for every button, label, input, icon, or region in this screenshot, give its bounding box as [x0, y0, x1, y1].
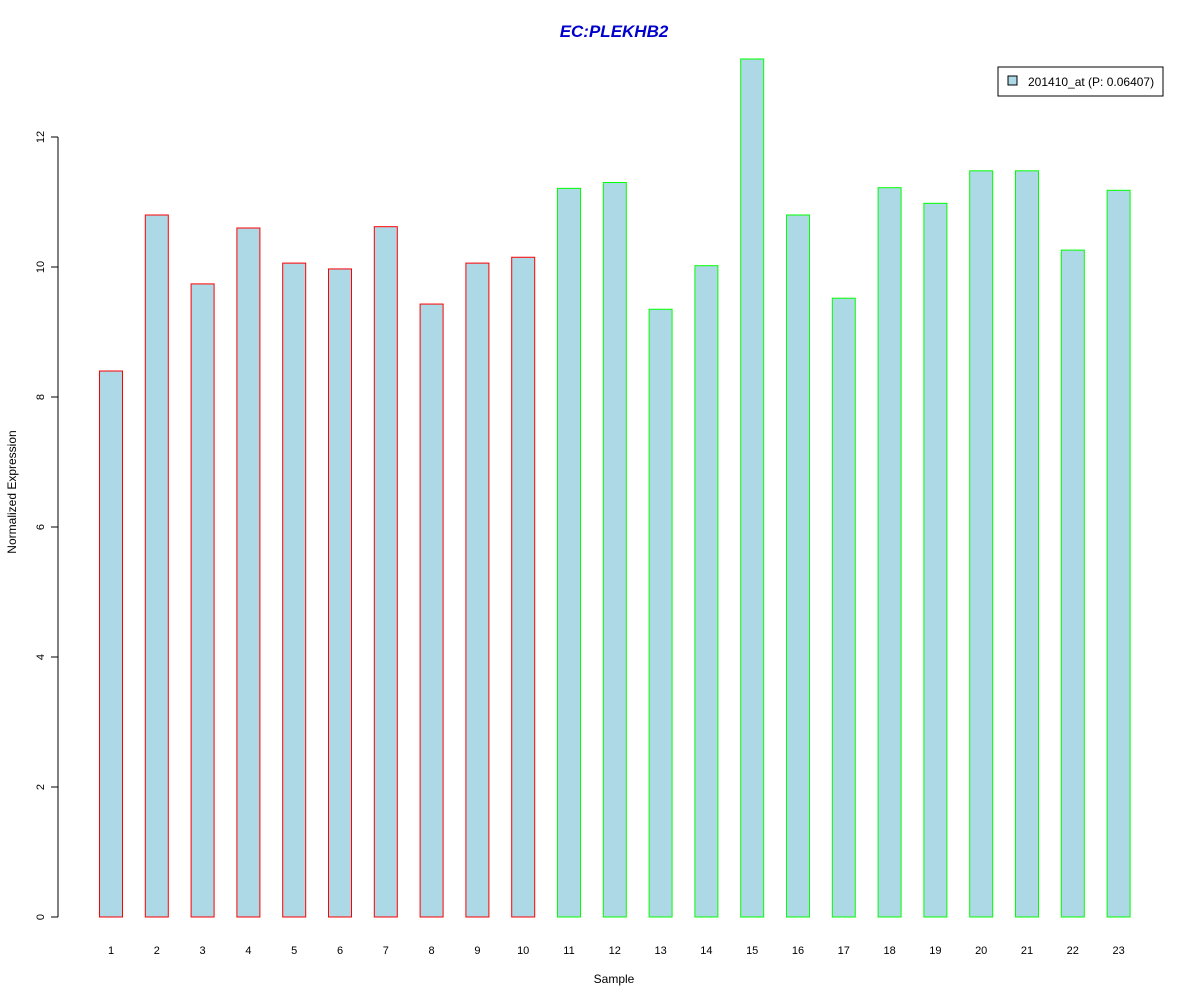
x-tick-label: 19	[929, 945, 941, 957]
x-tick-label: 20	[975, 945, 987, 957]
x-tick-label: 13	[654, 945, 666, 957]
bar-sample-23	[1106, 189, 1131, 918]
bar-sample-21	[1015, 170, 1039, 918]
y-axis-label: Normalized Expression	[5, 430, 19, 553]
bar-sample-12	[602, 182, 627, 918]
y-tick-label: 2	[35, 784, 47, 790]
bar-sample-11	[557, 187, 581, 918]
y-tick-label: 12	[35, 131, 47, 143]
bar-sample-8	[419, 303, 444, 918]
y-tick-label: 4	[35, 654, 47, 660]
y-tick-label: 0	[35, 914, 47, 920]
bars	[99, 58, 1131, 918]
bar-sample-18	[877, 187, 902, 918]
x-tick-label: 17	[838, 945, 850, 957]
x-tick-label: 9	[474, 945, 480, 957]
bar-sample-4	[236, 227, 261, 918]
x-tick-label: 6	[337, 945, 343, 957]
bar-sample-15	[740, 58, 765, 918]
x-tick-label: 23	[1112, 945, 1124, 957]
x-tick-label: 1	[108, 945, 114, 957]
bar-sample-1	[99, 370, 123, 918]
chart-title: EC:PLEKHB2	[560, 22, 669, 41]
bar-sample-3	[190, 283, 215, 918]
legend-box	[997, 66, 1164, 97]
bar-sample-10	[511, 256, 536, 918]
bar-sample-13	[648, 308, 673, 918]
x-tick-label: 15	[746, 945, 758, 957]
y-tick-label: 6	[35, 524, 47, 530]
bar-sample-17	[831, 297, 856, 918]
legend-label: 201410_at (P: 0.06407)	[1028, 75, 1154, 89]
y-tick-label: 8	[35, 394, 47, 400]
bar-sample-2	[144, 214, 169, 918]
x-axis-tick-labels: 1 2 3 4 5 6 7 8 9 10 11 12 13 14 15 16 17 18 19 20 21 22 23	[108, 945, 1125, 957]
bar-sample-16	[786, 214, 810, 918]
y-axis: 0 2 4 6 8 10 12	[35, 131, 59, 920]
bar-sample-7	[373, 226, 398, 918]
x-axis-label: Sample	[594, 972, 635, 986]
x-tick-label: 16	[792, 945, 804, 957]
x-tick-label: 8	[429, 945, 435, 957]
x-tick-label: 11	[563, 945, 574, 957]
bar-sample-20	[969, 170, 994, 918]
bar-sample-22	[1060, 249, 1085, 918]
x-tick-label: 3	[200, 945, 206, 957]
legend-swatch	[1007, 75, 1018, 86]
bar-sample-6	[328, 268, 352, 918]
bar-sample-5	[282, 262, 307, 918]
x-tick-label: 2	[154, 945, 160, 957]
x-tick-label: 12	[609, 945, 621, 957]
x-tick-label: 14	[700, 945, 712, 957]
legend: 201410_at (P: 0.06407)	[997, 66, 1164, 97]
bar-sample-14	[694, 265, 719, 918]
y-tick-label: 10	[35, 261, 47, 273]
x-tick-label: 4	[245, 945, 251, 957]
x-tick-label: 21	[1021, 945, 1033, 957]
bar-sample-19	[923, 202, 948, 918]
x-tick-label: 22	[1067, 945, 1079, 957]
x-tick-label: 18	[883, 945, 895, 957]
bar-sample-9	[465, 262, 490, 918]
x-tick-label: 10	[517, 945, 529, 957]
x-tick-label: 5	[291, 945, 297, 957]
x-tick-label: 7	[383, 945, 389, 957]
